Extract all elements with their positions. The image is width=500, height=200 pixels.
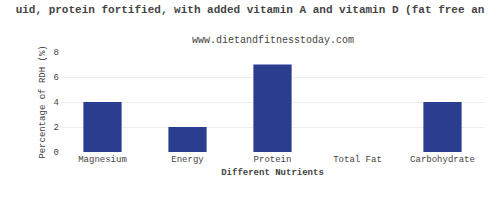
svg-text:Protein: Protein [254,155,292,165]
svg-text:www.dietandfitnesstoday.com: www.dietandfitnesstoday.com [192,35,354,46]
svg-text:Different Nutrients: Different Nutrients [221,168,324,178]
svg-text:Percentage of RDH (%): Percentage of RDH (%) [38,45,48,158]
svg-text:Energy: Energy [171,155,204,165]
svg-text:6: 6 [54,73,59,83]
svg-text:0: 0 [54,148,59,158]
svg-text:Total Fat: Total Fat [333,155,382,165]
svg-text:Magnesium: Magnesium [78,155,127,165]
svg-text:uid, protein fortified, with a: uid, protein fortified, with added vitam… [16,4,485,16]
svg-text:4: 4 [54,98,59,108]
svg-text:2: 2 [54,123,59,133]
svg-text:8: 8 [54,48,59,58]
svg-text:Carbohydrate: Carbohydrate [410,155,475,165]
